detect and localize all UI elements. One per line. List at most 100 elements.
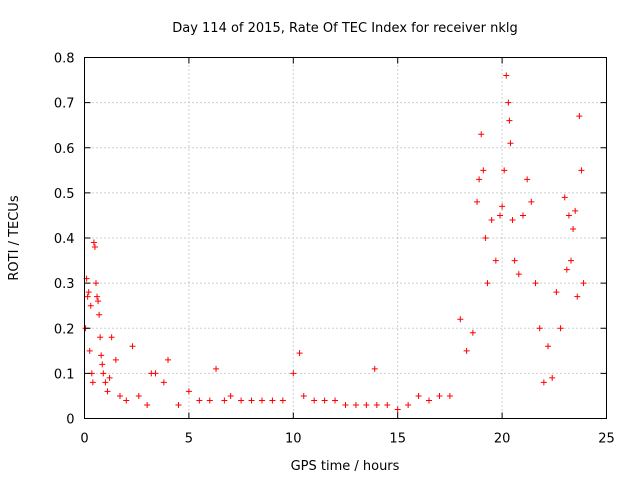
data-point bbox=[363, 401, 370, 408]
data-point bbox=[269, 397, 276, 404]
y-tick-label: 0.3 bbox=[54, 277, 75, 292]
data-point bbox=[97, 334, 104, 341]
y-tick-label: 0.7 bbox=[54, 97, 75, 112]
data-point bbox=[574, 293, 581, 300]
data-point bbox=[87, 302, 94, 309]
data-point bbox=[540, 379, 547, 386]
y-tick-label: 0.5 bbox=[54, 187, 75, 202]
data-point bbox=[144, 401, 151, 408]
data-point bbox=[446, 392, 453, 399]
data-point bbox=[576, 113, 583, 120]
data-point bbox=[342, 401, 349, 408]
data-point bbox=[104, 388, 111, 395]
data-point bbox=[92, 280, 99, 287]
data-point bbox=[89, 379, 96, 386]
y-tick-label: 0.8 bbox=[54, 52, 75, 67]
data-point bbox=[474, 198, 481, 205]
data-point bbox=[332, 397, 339, 404]
data-point bbox=[482, 235, 489, 241]
data-point bbox=[258, 397, 265, 404]
data-point bbox=[384, 401, 391, 408]
data-point bbox=[480, 167, 487, 174]
x-tick-label: 25 bbox=[598, 432, 615, 447]
data-point bbox=[98, 352, 105, 359]
data-point bbox=[152, 370, 159, 377]
data-point bbox=[572, 207, 579, 214]
data-point bbox=[563, 266, 570, 273]
data-point bbox=[106, 374, 113, 381]
data-point bbox=[296, 350, 303, 357]
data-point bbox=[99, 361, 106, 368]
data-point bbox=[436, 392, 443, 399]
data-point bbox=[457, 316, 464, 323]
data-point bbox=[84, 293, 91, 300]
data-point bbox=[532, 280, 539, 287]
x-axis-label: GPS time / hours bbox=[291, 459, 400, 474]
data-point bbox=[415, 392, 422, 399]
data-point bbox=[371, 365, 378, 372]
data-point bbox=[484, 280, 491, 287]
data-point bbox=[497, 212, 504, 219]
data-point bbox=[469, 329, 476, 336]
data-point bbox=[206, 397, 213, 404]
data-point bbox=[524, 176, 531, 183]
data-point bbox=[91, 244, 98, 251]
data-point bbox=[112, 356, 119, 363]
chart-title: Day 114 of 2015, Rate Of TEC Index for r… bbox=[172, 21, 518, 36]
data-point bbox=[553, 289, 560, 296]
data-point bbox=[499, 203, 506, 210]
data-point bbox=[290, 370, 297, 377]
data-point bbox=[476, 176, 483, 183]
data-point bbox=[492, 257, 499, 264]
data-point bbox=[394, 406, 401, 413]
data-point bbox=[528, 198, 535, 205]
data-point bbox=[503, 72, 510, 79]
data-point bbox=[509, 216, 516, 223]
data-point bbox=[85, 289, 92, 296]
data-point bbox=[506, 117, 513, 124]
y-axis-label: ROTI / TECUs bbox=[7, 195, 22, 280]
x-tick-label: 0 bbox=[80, 432, 88, 447]
data-point bbox=[185, 388, 192, 395]
y-tick-label: 0.4 bbox=[54, 232, 75, 247]
data-point bbox=[94, 293, 101, 300]
data-point bbox=[165, 356, 172, 363]
data-point bbox=[129, 343, 136, 350]
data-point bbox=[95, 298, 102, 305]
data-point bbox=[463, 347, 470, 354]
data-point bbox=[505, 99, 512, 106]
data-point bbox=[570, 225, 577, 232]
data-point bbox=[507, 140, 514, 147]
data-point bbox=[565, 212, 572, 219]
data-point bbox=[135, 392, 142, 399]
data-point bbox=[352, 401, 359, 408]
data-point bbox=[248, 397, 255, 404]
data-point bbox=[426, 397, 433, 404]
data-point bbox=[478, 131, 485, 138]
data-point bbox=[116, 392, 123, 399]
data-point bbox=[519, 212, 526, 219]
data-point bbox=[488, 216, 495, 223]
data-point bbox=[196, 397, 203, 404]
data-point bbox=[86, 347, 93, 354]
data-point bbox=[515, 271, 522, 278]
data-point bbox=[108, 334, 115, 341]
data-point bbox=[96, 311, 103, 318]
data-point bbox=[405, 401, 412, 408]
data-point bbox=[300, 392, 307, 399]
data-point bbox=[221, 397, 228, 404]
data-point bbox=[279, 397, 286, 404]
data-point bbox=[578, 167, 585, 174]
data-point bbox=[557, 325, 564, 332]
data-points bbox=[82, 72, 587, 413]
y-tick-label: 0 bbox=[66, 413, 74, 428]
data-point bbox=[501, 167, 508, 174]
data-point bbox=[227, 392, 234, 399]
data-point bbox=[373, 401, 380, 408]
data-point bbox=[238, 397, 245, 404]
x-tick-label: 5 bbox=[185, 432, 193, 447]
grid bbox=[84, 57, 607, 419]
data-point bbox=[561, 194, 568, 201]
data-point bbox=[549, 374, 556, 381]
